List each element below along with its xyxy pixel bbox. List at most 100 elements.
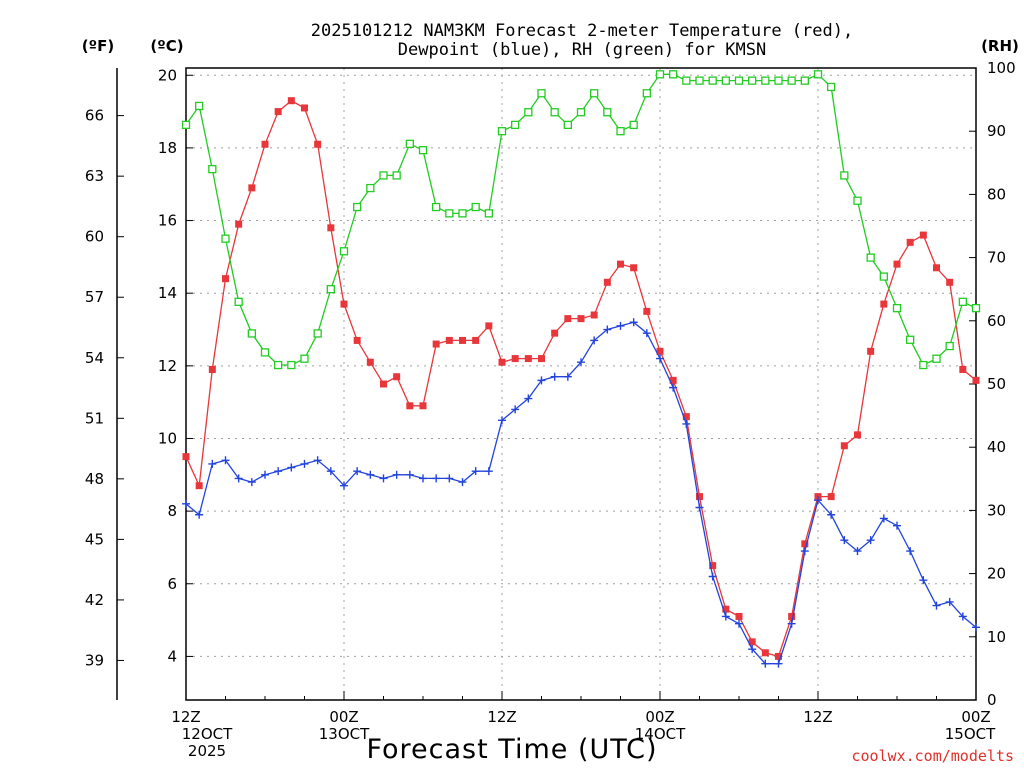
rh-axis: 0 10 20 30 40 50 60 70 80 90 100 [969, 59, 1016, 709]
celsius-unit-label: (ºC) [150, 37, 183, 55]
temperature-data-point [301, 104, 308, 112]
rh-tick-label: 90 [987, 122, 1006, 140]
temperature-data-point [235, 220, 243, 228]
rh-data-point [971, 304, 981, 313]
rh-data-point [445, 209, 454, 218]
dewpoint-data-point [774, 659, 783, 668]
temperature-data-point [775, 652, 782, 660]
celsius-tick-label: 12 [158, 357, 177, 375]
rh-data-point [181, 120, 191, 130]
rh-data-point [603, 108, 612, 117]
rh-data-point [353, 202, 362, 212]
fahrenheit-tick-label: 48 [85, 470, 104, 488]
credit-text: coolwx.com/modelts [851, 747, 1014, 765]
dewpoint-data-point [642, 329, 651, 338]
temperature-data-point [287, 97, 295, 105]
rh-data-point [800, 76, 809, 85]
rh-data-point [919, 360, 928, 370]
rh-data-point [458, 209, 467, 218]
rh-tick-label: 50 [987, 375, 1006, 393]
x-tick-label: 15OCT [945, 725, 996, 743]
temperature-data-point [274, 108, 282, 116]
rh-data-point [958, 297, 967, 306]
dewpoint-data-point [721, 612, 730, 621]
temperature-data-point [538, 355, 545, 363]
fahrenheit-tick-label: 45 [85, 530, 104, 548]
temperature-data-point [393, 373, 401, 381]
rh-data-point [195, 101, 204, 111]
temperature-data-point [524, 355, 532, 363]
x-tick-label: 14OCT [635, 725, 686, 743]
celsius-tick-label: 14 [158, 284, 177, 302]
x-tick-label: 12Z [487, 708, 516, 726]
rh-data-point [590, 89, 599, 98]
temperature-data-point [314, 140, 322, 148]
x-tick-label: 12Z [171, 708, 200, 726]
dewpoint-data-point [919, 576, 928, 585]
dewpoint-data-point [669, 383, 678, 392]
dewpoint-data-point [827, 510, 836, 519]
temperature-data-point [248, 184, 256, 192]
dewpoint-data-point [221, 456, 230, 465]
dewpoint-data-point [603, 325, 612, 334]
rh-data-point [682, 76, 691, 85]
rh-data-point [471, 202, 480, 212]
temperature-data-point [445, 336, 453, 344]
dewpoint-data-point [353, 467, 362, 476]
dewpoint-data-point [432, 474, 441, 483]
dewpoint-data-point [800, 547, 809, 556]
fahrenheit-tick-label: 60 [85, 228, 104, 246]
rh-data-point [432, 202, 441, 212]
celsius-tick-label: 4 [167, 647, 177, 665]
rh-tick-label: 80 [987, 185, 1006, 203]
temperature-data-point [933, 264, 940, 272]
dewpoint-data-point [537, 376, 546, 385]
dewpoint-data-point [695, 503, 704, 512]
x-tick-label: 00Z [961, 708, 990, 726]
temperature-data-point [195, 482, 203, 490]
rh-data-point [576, 108, 586, 117]
rh-data-point [827, 82, 836, 92]
dewpoint-data-point [629, 318, 638, 327]
rh-data-point [787, 76, 796, 85]
temperature-data-point [840, 442, 848, 450]
dewpoint-data-point [906, 547, 915, 556]
rh-data-point [932, 354, 941, 363]
dewpoint-data-point [326, 467, 335, 476]
rh-data-point [208, 164, 217, 174]
rh-data-point [669, 70, 678, 79]
temperature-data-point [182, 453, 190, 461]
temperature-data-point [709, 562, 717, 570]
dewpoint-data-point [405, 470, 414, 479]
rh-data-point [326, 285, 335, 294]
temperature-data-point [511, 355, 519, 363]
x-tick-label: 00Z [645, 708, 674, 726]
dewpoint-data-point [340, 481, 348, 490]
rh-data-point [392, 171, 401, 180]
temperature-data-point [748, 638, 756, 646]
temperature-data-point [261, 140, 269, 148]
temperature-data-point [801, 540, 809, 548]
dewpoint-data-point [498, 416, 506, 425]
dewpoint-data-point [814, 496, 822, 505]
rh-data-point [379, 171, 388, 180]
dewpoint-data-point [182, 499, 190, 508]
fahrenheit-tick-label: 39 [85, 651, 104, 669]
temperature-data-point [761, 649, 769, 657]
rh-data-point [537, 89, 546, 98]
temperature-data-point [327, 224, 335, 232]
dewpoint-data-point [274, 467, 283, 476]
rh-tick-label: 70 [987, 249, 1006, 267]
dewpoint-data-point [366, 470, 375, 479]
temperature-data-point [208, 365, 216, 373]
celsius-tick-label: 10 [158, 429, 177, 447]
x-tick-label: 12OCT [182, 725, 233, 743]
temperature-data-point [735, 612, 743, 620]
rh-data-point [339, 247, 349, 256]
x-tick-label: 00Z [329, 708, 358, 726]
rh-data-point [274, 360, 283, 370]
dewpoint-data-point [208, 459, 217, 468]
fahrenheit-unit-label: (ºF) [82, 37, 114, 55]
temperature-data-point [222, 275, 229, 283]
